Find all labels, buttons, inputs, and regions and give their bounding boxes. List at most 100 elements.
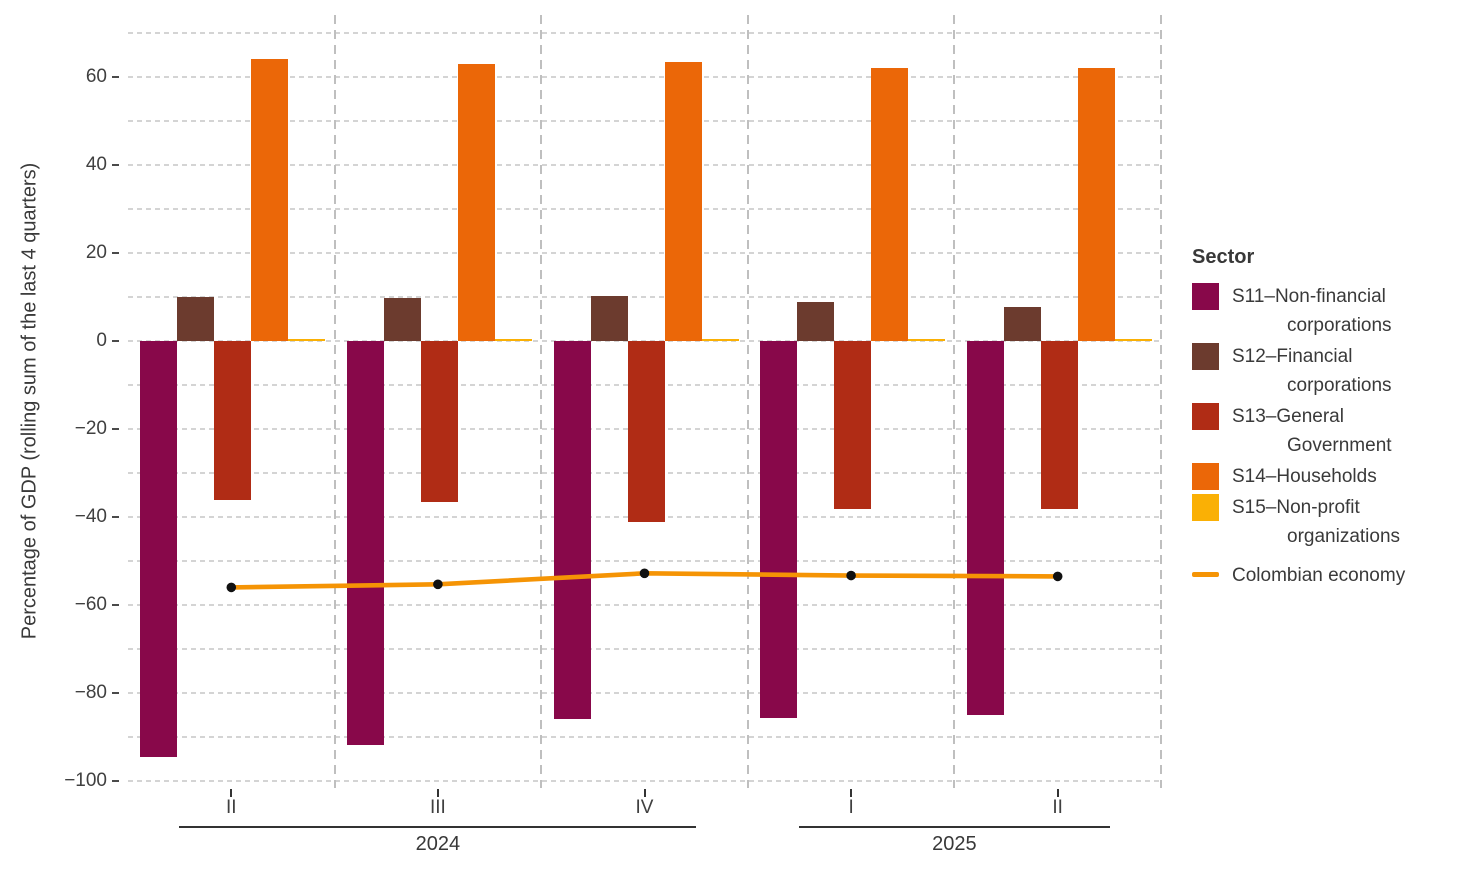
gridline-y--50 [128, 560, 1161, 562]
bar-s14-q3 [871, 68, 909, 341]
y-axis-title: Percentage of GDP (rolling sum of the la… [18, 162, 41, 640]
s14-swatch [1192, 463, 1219, 490]
y-tick-mark--40 [112, 516, 119, 518]
legend-label-s11: S11–Non-financial corporations [1232, 286, 1392, 336]
y-tick-mark-0 [112, 340, 119, 342]
bar-s15-q1 [495, 339, 532, 342]
facet-separator-2 [540, 15, 543, 788]
bar-s15-q2 [701, 339, 739, 342]
y-tick-label--60: −60 [74, 594, 107, 615]
bar-s13-q3 [834, 341, 872, 509]
gridline-y--90 [128, 736, 1161, 738]
gridline-y-20 [128, 252, 1161, 254]
s15-swatch [1192, 494, 1219, 521]
bar-s14-q4 [1077, 68, 1115, 341]
bar-s13-q0 [214, 341, 252, 500]
gridline-y-30 [128, 208, 1161, 210]
y-tick-mark--20 [112, 428, 119, 430]
y-tick-label-40: 40 [85, 154, 107, 175]
legend-item-s15: S15–Non-profit organizations [1192, 493, 1452, 551]
legend-label-s12: S12–Financial corporations [1232, 346, 1392, 396]
gridline-y--80 [128, 692, 1161, 694]
bar-s14-q2 [664, 61, 702, 341]
bar-s14-q1 [458, 63, 495, 341]
x-tick-q2 [643, 789, 646, 797]
bar-s15-q3 [908, 339, 946, 342]
bar-s15-q4 [1114, 339, 1152, 342]
bar-s12-q1 [384, 298, 421, 341]
legend-label-colombian-economy: Colombian economy [1232, 565, 1406, 586]
bar-s12-q4 [1003, 306, 1041, 341]
quarter-label-q3: I [848, 797, 854, 818]
x-tick-q3 [850, 789, 853, 797]
plot-area [128, 15, 1162, 788]
year-label-2024: 2024 [415, 833, 461, 855]
bar-s11-q0 [140, 341, 178, 757]
legend-items: S11–Non-financial corporations S12–Financ… [1192, 282, 1452, 590]
y-tick-mark-60 [112, 76, 119, 78]
s11-swatch [1192, 283, 1219, 310]
legend-item-s11: S11–Non-financial corporations [1192, 282, 1452, 340]
bar-s13-q2 [627, 341, 665, 522]
facet-separator-1 [333, 15, 336, 788]
economy-line-swatch-segment [1192, 572, 1219, 577]
quarter-label-q0: II [226, 797, 237, 818]
legend-title: Sector [1192, 246, 1255, 268]
legend-label-s14: S14–Households [1232, 466, 1377, 487]
y-tick-mark--80 [112, 692, 119, 694]
economy-point-q0 [226, 582, 237, 593]
bar-s11-q1 [347, 341, 384, 745]
bar-s14-q0 [251, 59, 289, 341]
y-tick-label--40: −40 [74, 506, 107, 527]
s12-swatch [1192, 343, 1219, 370]
bar-s13-q4 [1040, 341, 1078, 509]
year-underline-2024 [179, 826, 697, 828]
bar-s11-q3 [760, 341, 798, 719]
y-tick-label--100: −100 [64, 770, 107, 791]
economy-point-q2 [639, 568, 650, 579]
facet-separator-3 [746, 15, 749, 788]
year-underline-2025 [799, 826, 1110, 828]
bar-s13-q1 [421, 341, 458, 503]
economy-line-layer [226, 568, 1063, 593]
gridline-y--100 [128, 780, 1161, 782]
gridline-y-50 [128, 120, 1161, 122]
quarter-label-q2: IV [635, 797, 654, 818]
gridline-y-10 [128, 296, 1161, 298]
year-label-2025: 2025 [932, 833, 977, 855]
legend-label-s13: S13–General Government [1232, 406, 1392, 456]
y-tick-mark--100 [112, 780, 119, 782]
gridline-y--60 [128, 604, 1161, 606]
gridline-y-40 [128, 164, 1161, 166]
gridline-y--70 [128, 648, 1161, 650]
x-tick-q0 [230, 789, 233, 797]
legend-item-s14: S14–Households [1192, 462, 1452, 491]
legend-label-s15: S15–Non-profit organizations [1232, 497, 1401, 547]
facet-separator-5 [1160, 15, 1162, 788]
y-tick-mark-20 [112, 252, 119, 254]
legend-item-s13: S13–General Government [1192, 402, 1452, 460]
bar-s12-q3 [797, 302, 835, 341]
bar-s11-q2 [553, 341, 591, 719]
y-tick-label--80: −80 [74, 682, 107, 703]
s13-swatch [1192, 403, 1219, 430]
bar-s12-q0 [177, 297, 215, 341]
bar-s15-q0 [288, 339, 326, 342]
x-tick-q4 [1056, 789, 1059, 797]
facet-separator-4 [953, 15, 956, 788]
gridline-y-70 [128, 32, 1161, 34]
quarter-label-q1: III [429, 797, 446, 818]
y-tick-mark-40 [112, 164, 119, 166]
legend: Sector S11–Non-financial corporations S12… [1192, 246, 1452, 592]
y-tick-label-0: 0 [96, 330, 107, 351]
y-tick-label-60: 60 [85, 66, 107, 87]
y-tick-label-20: 20 [85, 242, 107, 263]
y-tick-label--20: −20 [74, 418, 107, 439]
legend-item-s12: S12–Financial corporations [1192, 342, 1452, 400]
economy-point-q1 [433, 579, 443, 590]
bar-s11-q4 [966, 341, 1004, 715]
gridline-y-60 [128, 76, 1161, 78]
bar-s12-q2 [590, 295, 628, 341]
quarter-label-q4: II [1052, 797, 1063, 818]
